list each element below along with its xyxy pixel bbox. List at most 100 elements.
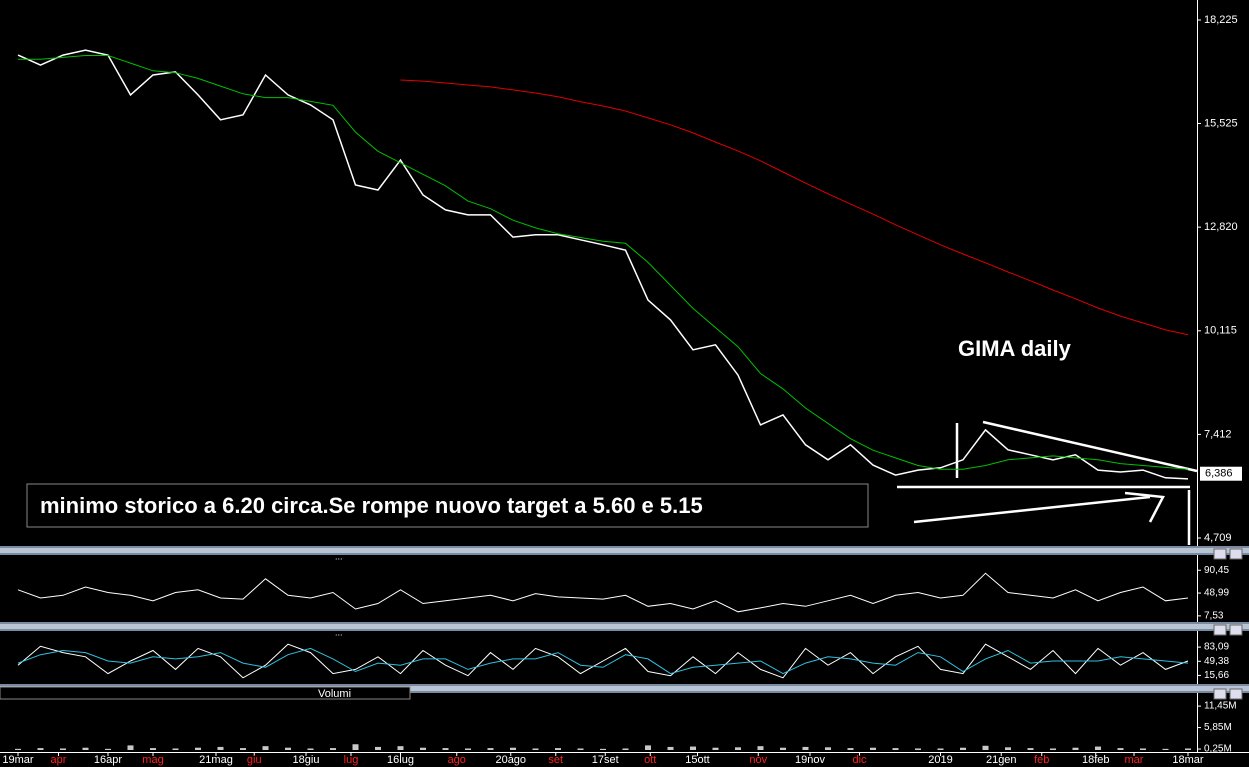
y-tick-label: 48,99 — [1204, 588, 1229, 599]
y-tick-label: 0,25M — [1204, 744, 1232, 755]
panel-separators — [0, 546, 1249, 700]
y-tick-label: 15,66 — [1204, 670, 1229, 681]
volume-bar — [510, 747, 516, 750]
note: minimo storico a 6.20 circa.Se rompe nuo… — [40, 493, 703, 518]
volume-bar — [127, 745, 134, 750]
chart-title: GIMA daily — [958, 336, 1072, 361]
minimize-button[interactable] — [1213, 624, 1227, 636]
volume-bar — [487, 748, 494, 750]
volume-bar — [667, 746, 674, 750]
volume-bar — [1050, 748, 1056, 750]
y-tick-label: 15,525 — [1204, 117, 1238, 129]
last-price-label: 6,386 — [1205, 468, 1233, 480]
volume-bar — [262, 746, 269, 750]
y-tick-label: 7,53 — [1204, 610, 1224, 621]
volume-bar — [150, 748, 156, 750]
resistance-line — [982, 420, 1198, 473]
volume-bar — [712, 747, 719, 750]
volume-bar — [577, 748, 584, 750]
volume-bar — [600, 748, 606, 750]
panel-title: Volumi — [318, 688, 351, 700]
volume-bar — [892, 748, 899, 750]
volume-bar — [870, 747, 876, 750]
x-tick-label: 16apr — [94, 754, 122, 766]
y-tick-label: 18,225 — [1204, 14, 1238, 26]
volume-bar — [555, 748, 561, 750]
last-price-box — [1200, 466, 1242, 481]
x-tick-label: 19mar — [2, 754, 34, 766]
x-tick-label: 2019 — [928, 754, 952, 766]
x-tick-label: apr — [51, 754, 67, 766]
separator — [0, 624, 1249, 629]
y-tick-label: 90,45 — [1204, 565, 1229, 576]
series-line — [17, 572, 1189, 613]
volume-bar — [982, 745, 989, 750]
x-tick-label: 18mar — [1172, 754, 1204, 766]
x-tick-label: dic — [852, 754, 867, 766]
x-tick-label: 16lug — [387, 754, 414, 766]
y-tick-label: 4,709 — [1204, 532, 1232, 544]
volume-bar — [172, 748, 179, 750]
volume-bar — [375, 746, 381, 750]
volume-bar — [690, 746, 696, 750]
x-tick-label: 21gen — [986, 754, 1017, 766]
separator — [0, 548, 1249, 553]
maximize-button[interactable] — [1229, 688, 1243, 700]
separator — [0, 686, 1249, 691]
series-line — [17, 49, 1189, 480]
volume-bar — [307, 748, 314, 750]
volume-bar — [780, 747, 786, 750]
volume-bar — [285, 747, 291, 750]
volume-bar — [532, 748, 539, 750]
y-tick-label: 10,115 — [1204, 325, 1237, 337]
x-tick-label: 17set — [592, 754, 619, 766]
x-tick-label: 21mag — [199, 754, 233, 766]
volume-bar — [802, 746, 809, 750]
volume-bar — [1095, 746, 1101, 750]
x-tick-label: mar — [1125, 754, 1144, 766]
x-tick-label: lug — [344, 754, 359, 766]
x-tick-label: feb — [1034, 754, 1049, 766]
volume-bar — [1117, 748, 1124, 750]
y-tick-label: 11,45M — [1204, 701, 1237, 712]
panel-handle: ... — [335, 551, 343, 561]
volume-bar — [397, 746, 404, 750]
volume-bar — [915, 748, 921, 750]
volume-bar — [735, 747, 741, 750]
volume-label-box — [0, 686, 411, 700]
x-tick-label: giu — [247, 754, 262, 766]
maximize-button[interactable] — [1229, 548, 1243, 560]
x-tick-label: 15ott — [685, 754, 709, 766]
volume-bar — [82, 747, 89, 750]
y-tick-label: 7,412 — [1204, 428, 1232, 440]
panel-handle: ... — [335, 627, 343, 637]
y-tick-label: 83,09 — [1204, 642, 1229, 653]
volume-bar — [1162, 748, 1169, 750]
volume-bar — [937, 748, 944, 750]
volume-bar — [960, 747, 966, 750]
volume-bar — [105, 748, 111, 750]
volume-bar — [442, 748, 449, 750]
minimize-button[interactable] — [1213, 548, 1227, 560]
x-tick-label: set — [548, 754, 563, 766]
volume-bar — [1005, 747, 1011, 750]
arrow-head — [1124, 491, 1165, 523]
volume-bar — [330, 748, 336, 750]
x-tick-label: ott — [644, 754, 656, 766]
maximize-button[interactable] — [1229, 624, 1243, 636]
note-box — [26, 483, 869, 528]
x-tick-label: nov — [749, 754, 767, 766]
volume-bar — [420, 747, 426, 750]
volume-bar — [1072, 747, 1079, 750]
x-tick-label: mag — [142, 754, 163, 766]
volume-bar — [847, 748, 854, 750]
series-line — [17, 647, 1189, 675]
volume-bar — [15, 748, 21, 750]
volume-bar — [757, 746, 764, 750]
series-line — [18, 55, 1189, 470]
volume-bar — [352, 744, 359, 750]
volume-bar — [37, 748, 44, 750]
volume-bar — [195, 747, 201, 750]
minimize-button[interactable] — [1213, 688, 1227, 700]
